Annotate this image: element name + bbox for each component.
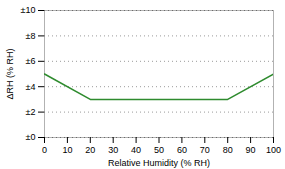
svg-text:50: 50 [154, 145, 164, 155]
svg-text:80: 80 [223, 145, 233, 155]
svg-text:20: 20 [85, 145, 95, 155]
svg-text:±2: ±2 [26, 107, 36, 117]
svg-text:±8: ±8 [26, 31, 36, 41]
svg-text:40: 40 [131, 145, 141, 155]
svg-text:ΔRH (% RH): ΔRH (% RH) [5, 48, 15, 99]
svg-text:±6: ±6 [26, 56, 36, 66]
svg-text:60: 60 [177, 145, 187, 155]
svg-text:0: 0 [42, 145, 47, 155]
svg-text:±4: ±4 [26, 82, 36, 92]
svg-text:100: 100 [266, 145, 281, 155]
svg-text:30: 30 [108, 145, 118, 155]
svg-text:±10: ±10 [21, 5, 36, 15]
svg-text:90: 90 [246, 145, 256, 155]
svg-text:Relative Humidity (% RH): Relative Humidity (% RH) [108, 158, 210, 168]
svg-text:±0: ±0 [26, 132, 36, 142]
svg-text:70: 70 [200, 145, 210, 155]
svg-text:10: 10 [62, 145, 72, 155]
